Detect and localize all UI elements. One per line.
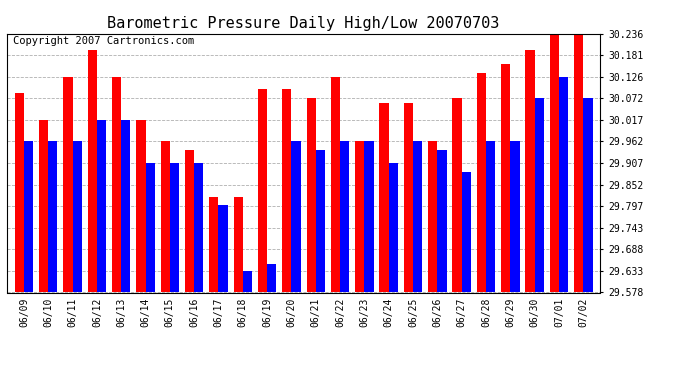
Bar — [437, 150, 446, 292]
Bar — [559, 77, 568, 292]
Bar — [137, 120, 146, 292]
Bar — [340, 141, 349, 292]
Bar — [267, 264, 277, 292]
Bar — [233, 197, 243, 292]
Bar — [462, 172, 471, 292]
Bar — [511, 141, 520, 292]
Bar — [48, 141, 57, 292]
Bar — [535, 98, 544, 292]
Bar — [72, 141, 82, 292]
Bar — [550, 34, 559, 292]
Bar — [209, 197, 219, 292]
Bar — [121, 120, 130, 292]
Bar — [161, 141, 170, 292]
Bar — [194, 163, 204, 292]
Bar — [291, 141, 301, 292]
Bar — [388, 163, 398, 292]
Bar — [583, 98, 593, 292]
Bar — [39, 120, 48, 292]
Bar — [243, 271, 252, 292]
Bar — [97, 120, 106, 292]
Bar — [364, 141, 374, 292]
Bar — [574, 34, 583, 292]
Bar — [63, 77, 72, 292]
Bar — [219, 205, 228, 292]
Bar — [88, 50, 97, 292]
Bar — [24, 141, 33, 292]
Bar — [170, 163, 179, 292]
Bar — [316, 150, 325, 292]
Bar — [185, 150, 194, 292]
Bar — [413, 141, 422, 292]
Bar — [306, 98, 316, 292]
Bar — [112, 77, 121, 292]
Bar — [14, 93, 24, 292]
Bar — [428, 141, 437, 292]
Bar — [486, 141, 495, 292]
Text: Copyright 2007 Cartronics.com: Copyright 2007 Cartronics.com — [13, 36, 194, 46]
Bar — [501, 64, 511, 292]
Bar — [525, 50, 535, 292]
Bar — [453, 98, 462, 292]
Bar — [477, 74, 486, 292]
Bar — [331, 77, 340, 292]
Bar — [380, 103, 388, 292]
Bar — [258, 89, 267, 292]
Bar — [282, 89, 291, 292]
Bar — [146, 163, 155, 292]
Title: Barometric Pressure Daily High/Low 20070703: Barometric Pressure Daily High/Low 20070… — [108, 16, 500, 31]
Bar — [404, 103, 413, 292]
Bar — [355, 141, 364, 292]
